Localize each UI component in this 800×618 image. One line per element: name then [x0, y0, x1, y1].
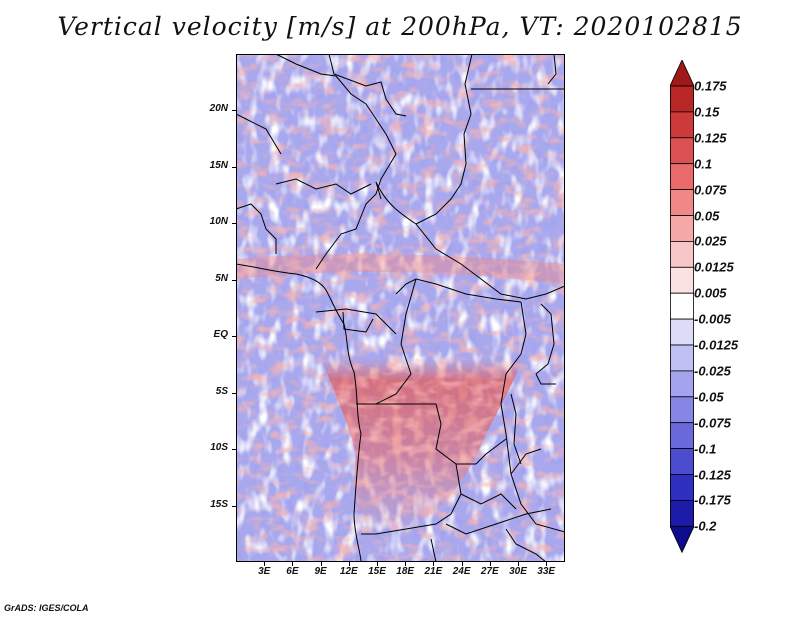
colorbar-label: -0.025 [694, 363, 731, 379]
colorbar-segment [670, 396, 694, 424]
colorbar-segment [670, 292, 694, 320]
colorbar-segment [670, 111, 694, 139]
lon-tick-mark [405, 562, 407, 566]
lon-tick-label: 6E [286, 566, 299, 577]
colorbar-label: 0.025 [694, 233, 727, 249]
lon-tick-label: 33E [537, 566, 556, 577]
lon-tick-label: 18E [396, 566, 415, 577]
colorbar-label: -0.0125 [694, 337, 739, 353]
lat-tick-label: 20N [209, 103, 228, 115]
lat-tick-mark [232, 336, 236, 338]
lat-tick-label: 5N [215, 272, 228, 284]
colorbar-label: 0.125 [694, 130, 727, 146]
colorbar-segment [670, 499, 694, 527]
lat-tick-label: EQ [213, 329, 228, 341]
lat-tick-mark [232, 505, 236, 507]
colorbar-label: -0.075 [694, 415, 731, 431]
lat-tick-label: 10S [210, 442, 228, 454]
colorbar-label: -0.2 [694, 518, 717, 534]
lon-tick-mark [348, 562, 350, 566]
colorbar-label: 0.05 [694, 208, 720, 223]
vertical-velocity-map [236, 54, 565, 562]
colorbar-segment [670, 344, 694, 372]
field-red-texture [236, 54, 565, 562]
lat-tick-mark [232, 110, 236, 112]
colorbar-label: 0.1 [694, 156, 713, 172]
lon-tick-mark [433, 562, 435, 566]
lat-tick-mark [232, 449, 236, 451]
colorbar-label: 0.0125 [694, 259, 734, 275]
colorbar-label: 0.075 [694, 182, 727, 198]
lat-tick-mark [232, 392, 236, 394]
colorbar-segment [670, 163, 694, 190]
lon-tick-mark [320, 562, 322, 566]
colorbar-segment [670, 448, 694, 475]
colorbar-segment [670, 189, 694, 216]
colorbar-top-arrow [670, 60, 694, 87]
lon-tick-mark [264, 562, 266, 566]
lon-tick-label: 24E [452, 566, 471, 577]
colorbar-label: 0.15 [694, 104, 720, 120]
lon-tick-label: 15E [368, 566, 386, 577]
colorbar-bottom-arrow [670, 525, 694, 554]
country-borders [236, 54, 565, 562]
lat-tick-label: 5S [215, 385, 228, 397]
colorbar-label: -0.005 [694, 311, 731, 327]
lon-tick-mark [489, 562, 491, 566]
colorbar-segment [670, 85, 694, 113]
colorbar-segment [670, 422, 694, 450]
lon-tick-label: 9E [314, 566, 327, 577]
lat-tick-label: 15N [209, 159, 228, 171]
colorbar-segment [670, 318, 694, 346]
footer-credit: GrADS: IGES/COLA [4, 603, 89, 613]
lon-tick-mark [518, 562, 519, 566]
lat-tick-mark [232, 279, 236, 281]
colorbar [670, 60, 694, 554]
lat-tick-mark [232, 223, 236, 225]
colorbar-segment [670, 137, 694, 165]
colorbar-label: -0.05 [694, 389, 724, 405]
colorbar-segment [670, 474, 694, 501]
colorbar-label: -0.175 [694, 492, 731, 508]
lon-tick-label: 30E [509, 566, 527, 577]
colorbar-segment [670, 240, 694, 268]
map-frame [236, 54, 565, 562]
lon-tick-label: 27E [480, 566, 499, 577]
lon-tick-mark [461, 562, 463, 566]
lon-tick-mark [292, 562, 294, 566]
lon-tick-mark [377, 562, 378, 566]
lon-tick-label: 3E [258, 566, 271, 577]
lon-tick-label: 21E [424, 566, 443, 577]
lat-tick-mark [232, 166, 236, 168]
colorbar-label: -0.1 [694, 441, 717, 457]
colorbar-segment [670, 370, 694, 398]
colorbar-segment [670, 266, 694, 294]
colorbar-label: 0.175 [694, 78, 727, 94]
lon-tick-mark [546, 562, 548, 566]
page-title: Vertical velocity [m/s] at 200hPa, VT: 2… [57, 12, 743, 41]
map-panel [236, 54, 565, 562]
lon-tick-label: 12E [339, 566, 358, 577]
colorbar-label: 0.005 [694, 285, 727, 301]
lat-tick-label: 15S [210, 498, 228, 510]
lat-tick-label: 10N [209, 216, 228, 228]
colorbar-segment [670, 215, 694, 242]
colorbar-label: -0.125 [694, 467, 731, 482]
